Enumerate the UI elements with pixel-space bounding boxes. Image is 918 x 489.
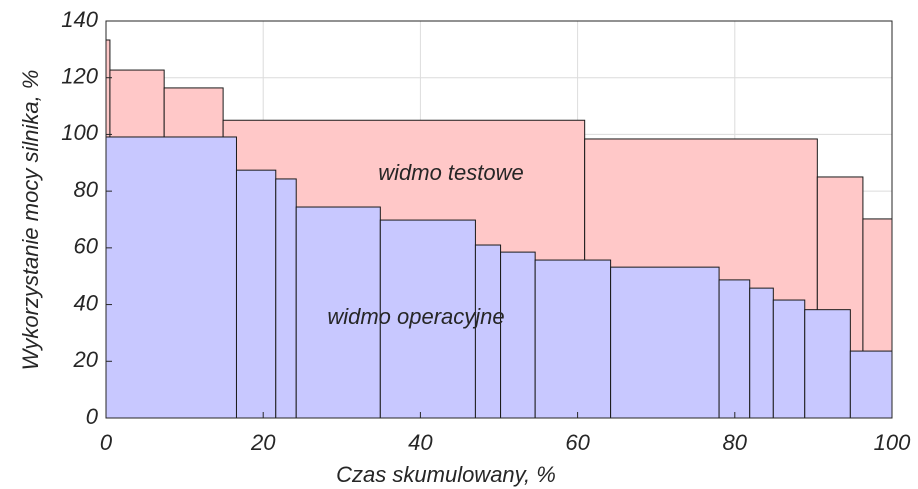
y-tick-label: 60 bbox=[74, 234, 99, 259]
x-tick-label: 0 bbox=[100, 430, 113, 455]
bar bbox=[718, 279, 751, 419]
y-tick-label: 0 bbox=[86, 404, 99, 429]
bar bbox=[749, 287, 774, 419]
series-label: widmo testowe bbox=[378, 160, 524, 185]
x-tick-label: 80 bbox=[723, 430, 748, 455]
x-tick-label: 60 bbox=[565, 430, 590, 455]
bar bbox=[500, 251, 536, 419]
bar bbox=[295, 206, 381, 419]
plot-frame bbox=[105, 20, 893, 419]
y-tick-label: 40 bbox=[74, 290, 99, 315]
bar bbox=[610, 266, 720, 419]
x-tick-label: 20 bbox=[250, 430, 276, 455]
bar bbox=[804, 309, 851, 419]
bar bbox=[275, 178, 297, 419]
y-axis-label: Wykorzystanie mocy silnika, % bbox=[18, 70, 43, 371]
bar bbox=[849, 350, 893, 419]
x-tick-label: 40 bbox=[408, 430, 433, 455]
y-tick-label: 120 bbox=[61, 64, 98, 89]
bar bbox=[474, 244, 502, 419]
bar bbox=[772, 299, 806, 419]
x-tick-label: 100 bbox=[874, 430, 911, 455]
bar bbox=[534, 259, 612, 419]
y-tick-label: 140 bbox=[61, 7, 98, 32]
x-axis-label: Czas skumulowany, % bbox=[336, 462, 556, 487]
y-tick-label: 20 bbox=[73, 347, 99, 372]
y-tick-label: 80 bbox=[74, 177, 99, 202]
series-label: widmo operacyjne bbox=[327, 304, 504, 329]
y-tick-label: 100 bbox=[61, 120, 98, 145]
bar bbox=[235, 169, 277, 419]
bar bbox=[379, 219, 476, 419]
bar bbox=[105, 136, 237, 419]
